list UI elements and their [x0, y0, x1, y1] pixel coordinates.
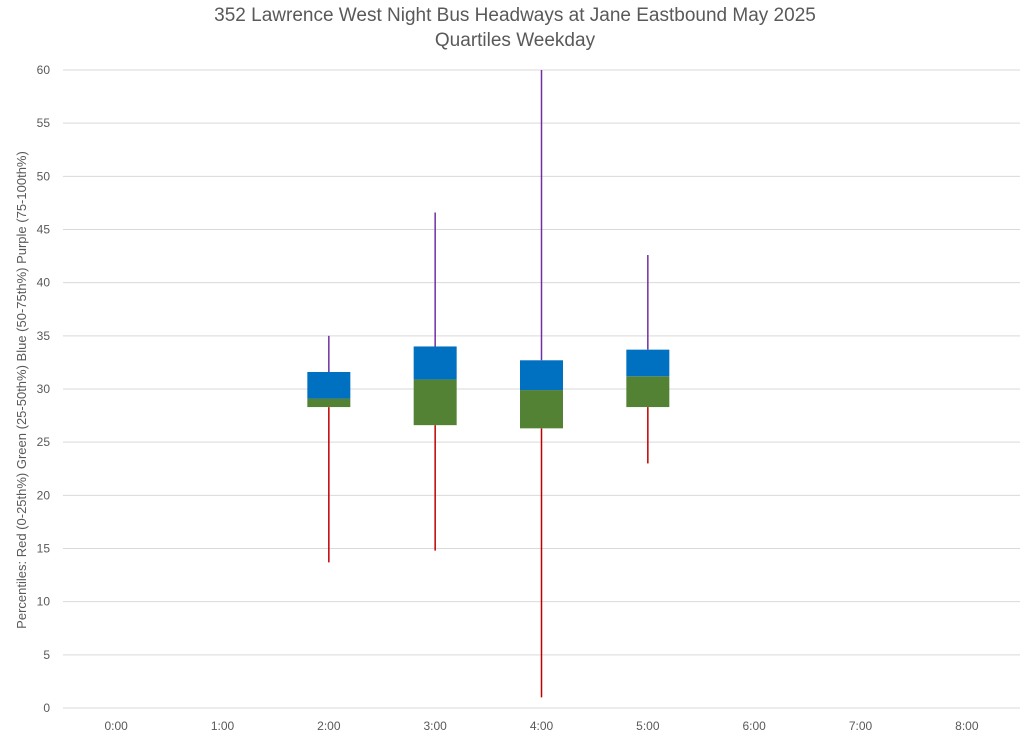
- y-tick-labels: 0 5 10 15 20 25 30 35 40 45 50 55 60: [37, 63, 51, 715]
- x-tick-label: 2:00: [317, 719, 341, 733]
- y-tick-label: 30: [37, 382, 51, 396]
- y-tick-label: 50: [37, 169, 51, 183]
- x-tick-label: 1:00: [211, 719, 235, 733]
- box-200: [307, 335, 351, 563]
- x-tick-label: 3:00: [423, 719, 447, 733]
- y-tick-label: 60: [37, 63, 51, 77]
- y-axis-label: Percentiles: Red (0-25th%) Green (25-50t…: [14, 151, 29, 629]
- y-tick-label: 15: [37, 542, 51, 556]
- y-tick-label: 40: [37, 276, 51, 290]
- box-400: [520, 70, 563, 698]
- x-tick-label: 6:00: [742, 719, 766, 733]
- box-upper-segment: [626, 349, 670, 377]
- y-tick-label: 20: [37, 488, 51, 502]
- chart-subtitle: Quartiles Weekday: [435, 30, 596, 51]
- box-lower-segment: [626, 376, 670, 408]
- y-tick-label: 10: [37, 595, 51, 609]
- box-lower-segment: [520, 390, 563, 429]
- chart-title: 352 Lawrence West Night Bus Headways at …: [214, 5, 816, 26]
- x-tick-label: 5:00: [636, 719, 660, 733]
- y-tick-label: 45: [37, 223, 51, 237]
- box-upper-segment: [520, 360, 563, 391]
- x-tick-label: 8:00: [955, 719, 979, 733]
- box-series: [307, 70, 670, 698]
- y-tick-label: 0: [43, 701, 50, 715]
- box-lower-segment: [413, 379, 457, 426]
- box-300: [413, 212, 457, 551]
- box-500: [626, 255, 670, 464]
- box-lower-segment: [307, 398, 351, 408]
- x-tick-label: 7:00: [849, 719, 873, 733]
- box-upper-segment: [413, 346, 457, 380]
- y-tick-label: 55: [37, 116, 51, 130]
- x-tick-label: 0:00: [104, 719, 128, 733]
- y-tick-label: 5: [43, 648, 50, 662]
- x-tick-labels: 0:00 1:00 2:00 3:00 4:00 5:00 6:00 7:00 8:00: [104, 719, 978, 733]
- x-tick-label: 4:00: [530, 719, 554, 733]
- box-upper-segment: [307, 371, 351, 399]
- y-tick-label: 25: [37, 435, 51, 449]
- y-tick-label: 35: [37, 329, 51, 343]
